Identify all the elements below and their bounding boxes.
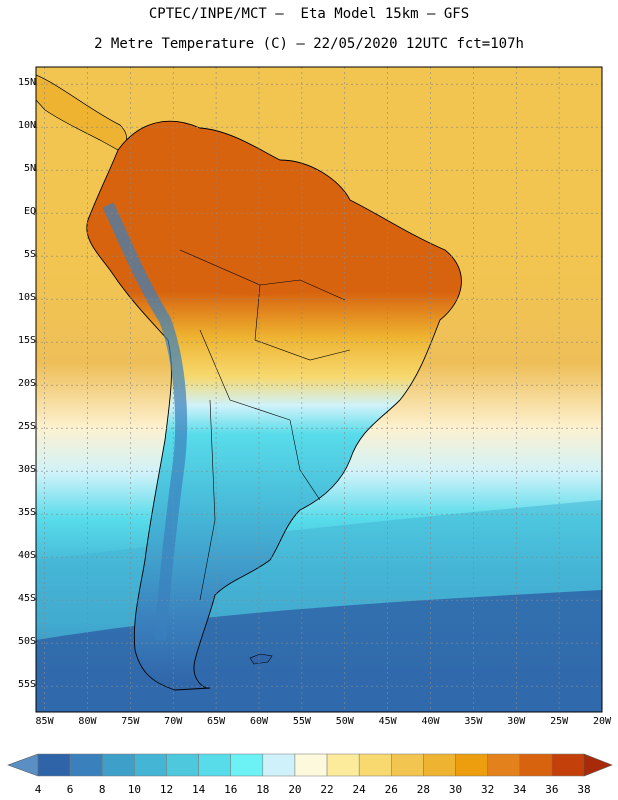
colorbar-arrow-high: [583, 753, 613, 777]
latitude-label: 35S: [17, 507, 36, 519]
latitude-label: 10N: [17, 120, 36, 132]
colorbar-segment: [101, 753, 135, 777]
colorbar-tick-label: 32: [481, 783, 495, 796]
colorbar: [7, 753, 613, 777]
colorbar-tick-label: 8: [98, 783, 106, 796]
amazon-hot-region: [140, 158, 348, 296]
colorbar-tick-label: 12: [159, 783, 174, 796]
map-title-line-1: CPTEC/INPE/MCT – Eta Model 15km – GFS: [148, 6, 470, 22]
colorbar-segment: [423, 753, 456, 777]
longitude-label: 80W: [78, 716, 97, 727]
colorbar-segment: [519, 753, 553, 777]
colorbar-tick-label: 38: [577, 783, 591, 796]
latitude-label: 50S: [17, 636, 36, 648]
latitude-label: EQ: [23, 206, 36, 218]
latitude-label: 40S: [17, 550, 36, 562]
latitude-label: 45S: [17, 593, 36, 605]
falkland-islands: [249, 653, 273, 665]
colorbar-tick-label: 36: [545, 783, 559, 796]
longitude-label: 75W: [121, 716, 140, 727]
colorbar-tick-label: 22: [320, 783, 334, 796]
colorbar-segment: [262, 753, 296, 777]
latitude-label: 15S: [17, 335, 36, 347]
colorbar-tick-label: 30: [448, 783, 463, 796]
latitude-label: 15N: [17, 77, 36, 89]
colorbar-segment: [37, 753, 71, 777]
longitude-label: 20W: [592, 716, 612, 727]
lat-lon-grid: [36, 67, 602, 712]
colorbar-segment: [69, 753, 103, 777]
colorbar-tick-label: 10: [127, 783, 141, 796]
colorbar-segment: [391, 753, 424, 777]
colorbar-segment: [487, 753, 521, 777]
latitude-label: 55S: [17, 679, 36, 691]
latitude-label: 5S: [23, 249, 36, 261]
longitude-label: 60W: [249, 716, 268, 727]
colorbar-arrow-low: [7, 753, 39, 777]
latitude-label: 25S: [17, 421, 36, 433]
longitude-label: 30W: [507, 716, 526, 727]
map-title-line-2: 2 Metre Temperature (C) – 22/05/2020 12U…: [94, 36, 524, 52]
colorbar-segment: [166, 753, 199, 777]
colorbar-segment: [198, 753, 231, 777]
colorbar-tick-label: 4: [34, 783, 42, 796]
latitude-label: 10S: [17, 292, 36, 304]
colorbar-tick-label: 34: [513, 783, 527, 796]
andes-cold-ridge: [102, 202, 188, 641]
latitude-label: 30S: [17, 464, 36, 476]
latitude-label: 5N: [23, 163, 36, 175]
colorbar-segment: [294, 753, 328, 777]
colorbar-tick-label: 24: [352, 783, 366, 796]
colorbar-segment: [326, 753, 360, 777]
longitude-label: 65W: [207, 716, 226, 727]
longitude-label: 35W: [464, 716, 483, 727]
colorbar-segment: [134, 753, 167, 777]
latitude-label: 20S: [17, 378, 36, 390]
colorbar-tick-label: 18: [256, 783, 270, 796]
colorbar-tick-label: 26: [384, 783, 398, 796]
colorbar-segment: [358, 753, 392, 777]
colorbar-tick-label: 14: [191, 783, 206, 796]
colorbar-segment: [455, 753, 488, 777]
longitude-label: 40W: [421, 716, 440, 727]
colorbar-tick-label: 20: [288, 783, 302, 796]
colorbar-segment: [551, 753, 585, 777]
longitude-label: 50W: [335, 716, 354, 727]
longitude-label: 45W: [378, 716, 397, 727]
country-borders: [179, 249, 351, 601]
colorbar-tick-label: 28: [416, 783, 431, 796]
longitude-label: 70W: [164, 716, 183, 727]
longitude-label: 85W: [35, 716, 54, 727]
colorbar-segment: [230, 753, 264, 777]
colorbar-tick-label: 16: [224, 783, 238, 796]
longitude-label: 55W: [292, 716, 311, 727]
longitude-label: 25W: [550, 716, 569, 727]
colorbar-tick-label: 6: [66, 783, 74, 796]
map-frame-border: [35, 66, 603, 713]
